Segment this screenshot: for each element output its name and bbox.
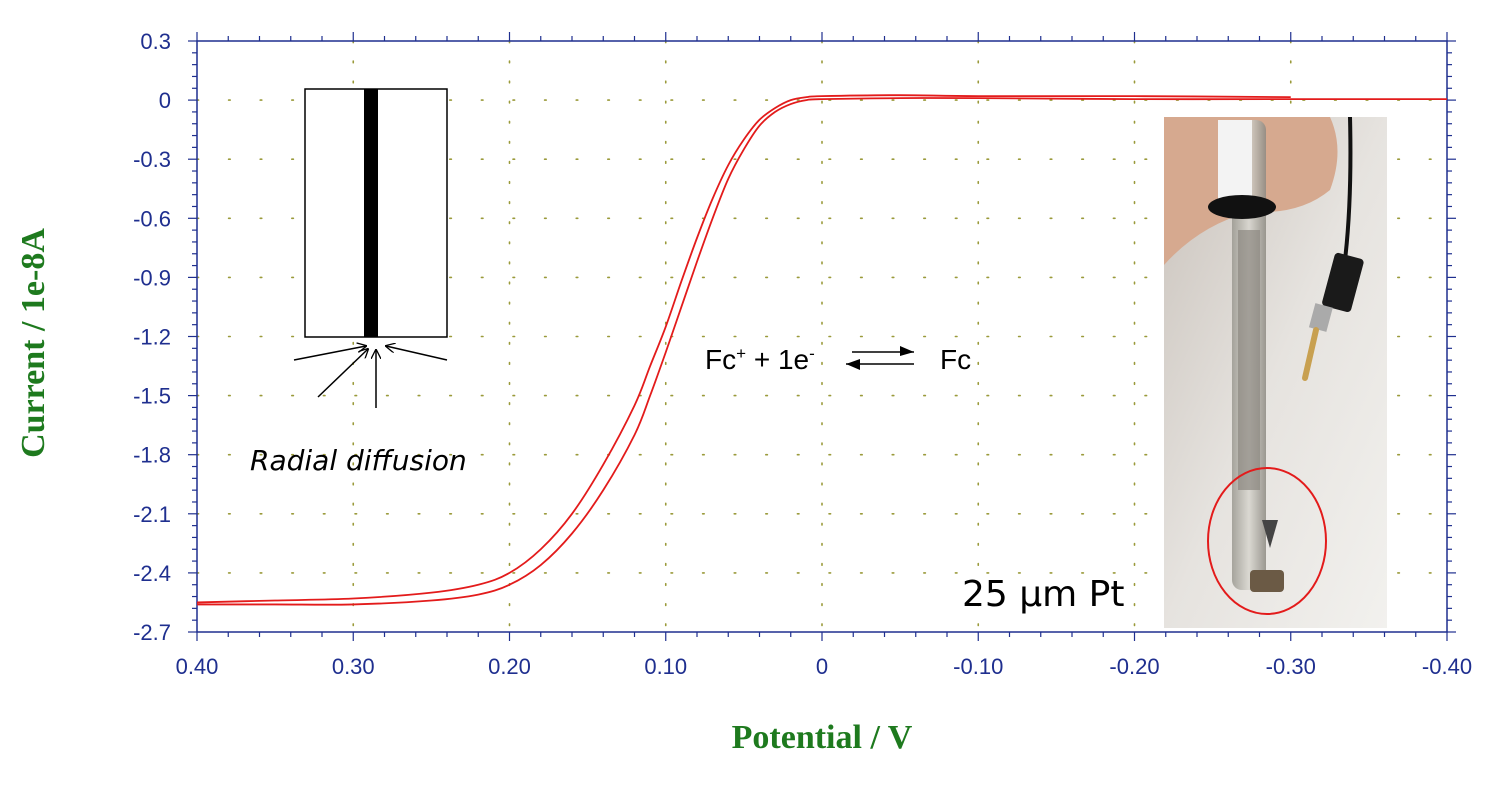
- forward-arrowhead: [900, 346, 914, 356]
- x-tick-label: 0.40: [176, 654, 219, 679]
- cable-wire: [1343, 117, 1353, 261]
- y-tick-label: 0: [159, 88, 171, 113]
- y-tick-label: -1.5: [133, 384, 171, 409]
- diffusion-arrow: [293, 346, 366, 361]
- y-tick-label: -0.9: [133, 265, 171, 290]
- x-tick-label: 0.20: [488, 654, 531, 679]
- diffusion-arrow: [317, 349, 368, 398]
- x-tick-label: 0: [816, 654, 828, 679]
- reaction-charge-plus: +: [736, 344, 746, 363]
- o-ring: [1208, 195, 1276, 219]
- radial-diffusion-label: Radial diffusion: [250, 444, 467, 477]
- tube-fill: [1238, 230, 1260, 490]
- highlight-circle: [1207, 467, 1327, 615]
- y-tick-label: -2.1: [133, 502, 171, 527]
- series-layer: [196, 94, 1447, 606]
- reaction-reactant: Fc: [705, 344, 736, 375]
- x-tick-label: 0.10: [644, 654, 687, 679]
- tube-label: [1218, 120, 1252, 210]
- x-axis-title: Potential / V: [732, 719, 913, 756]
- reaction-text: Fc+ + 1e-: [705, 344, 815, 375]
- reaction-charge-minus: -: [809, 344, 815, 363]
- connector-sleeve: [1308, 303, 1333, 332]
- electrode-wire: [364, 89, 378, 337]
- tube-end: [1250, 570, 1284, 592]
- y-tick-label: -2.7: [133, 620, 171, 645]
- y-tick-label: -2.4: [133, 561, 171, 586]
- x-tick-label: -0.10: [953, 654, 1003, 679]
- plot-frame: [188, 32, 1456, 641]
- y-axis-title: Current / 1e-8A: [15, 228, 52, 458]
- connector-body: [1322, 252, 1364, 313]
- y-tick-label: -1.8: [133, 443, 171, 468]
- diffusion-arrow: [386, 346, 448, 361]
- voltammogram-sweep-2: [196, 97, 1447, 606]
- electrode-schematic: Radial diffusion: [250, 88, 467, 477]
- x-tick-label: -0.20: [1109, 654, 1159, 679]
- y-tick-labels: 0.3 0 -0.3 -0.6 -0.9 -1.2 -1.5 -1.8 -2.1 -2.4 -2.7: [133, 29, 171, 645]
- electrode-photo: 25 µm Pt: [962, 117, 1387, 628]
- connector-pin: [1302, 327, 1319, 381]
- y-tick-label: -0.3: [133, 147, 171, 172]
- x-tick-label: -0.30: [1266, 654, 1316, 679]
- voltammogram-sweep-1: [196, 94, 1291, 604]
- y-tick-label: 0.3: [140, 29, 171, 54]
- x-tick-label: -0.40: [1422, 654, 1472, 679]
- x-tick-labels: 0.40 0.30 0.20 0.10 0 -0.10 -0.20 -0.30 -0.40: [176, 654, 1472, 679]
- photo-label: 25 µm Pt: [962, 574, 1125, 615]
- reverse-arrowhead: [846, 359, 860, 370]
- reaction-product: Fc: [940, 344, 971, 375]
- electrode-tip: [1262, 520, 1278, 548]
- y-tick-label: -1.2: [133, 325, 171, 350]
- x-tick-label: 0.30: [332, 654, 375, 679]
- reaction-equation: Fc+ + 1e- Fc: [705, 344, 971, 375]
- reaction-electron: + 1e: [746, 344, 809, 375]
- y-tick-label: -0.6: [133, 206, 171, 231]
